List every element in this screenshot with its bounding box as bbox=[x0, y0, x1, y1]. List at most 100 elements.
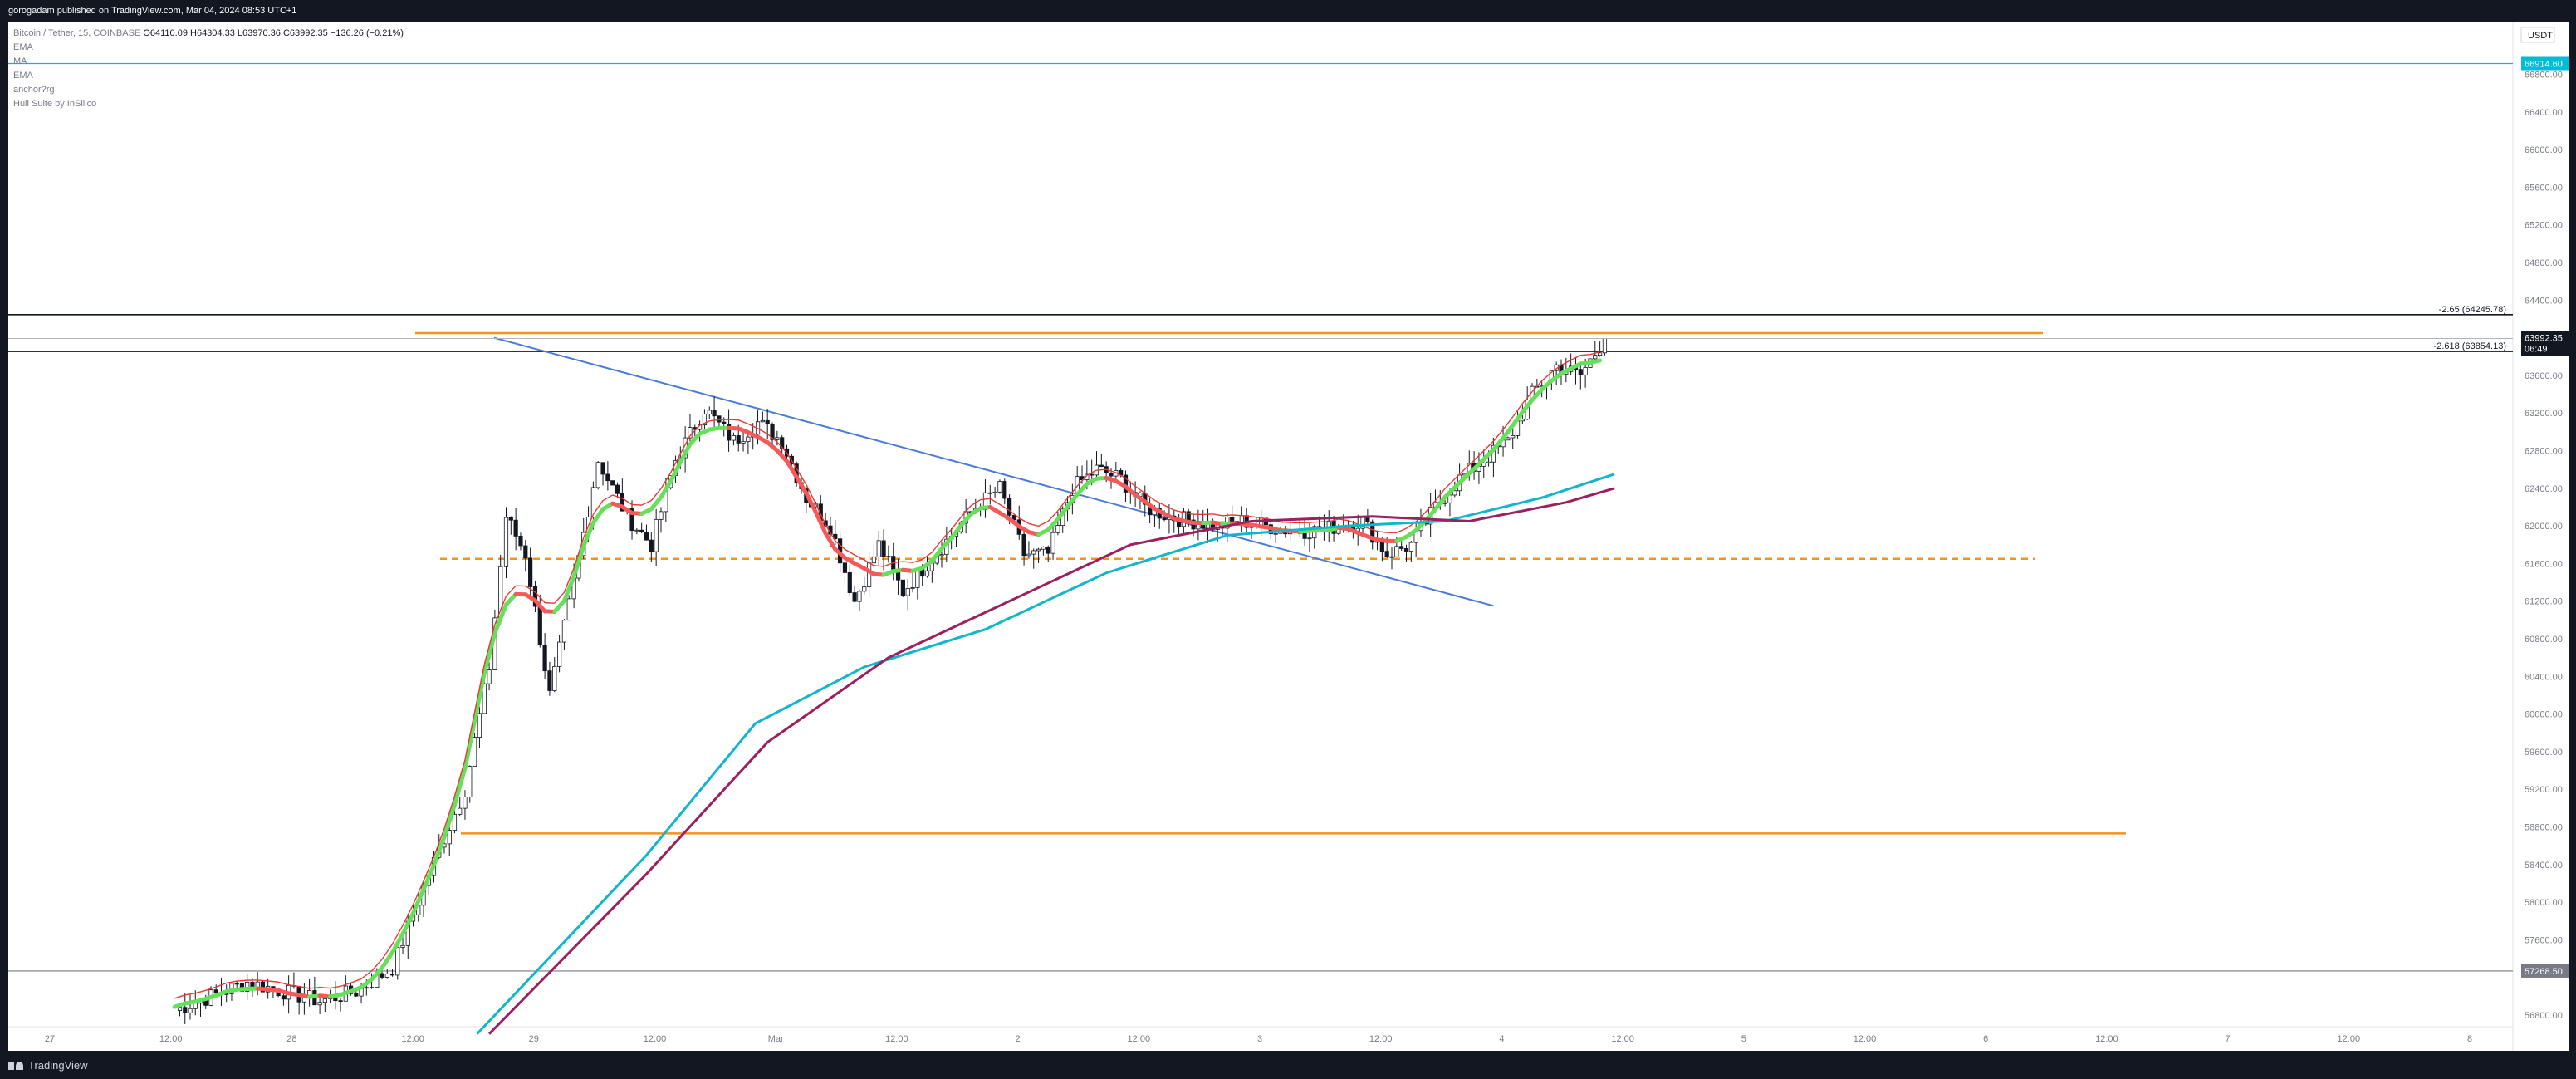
ema-fast-segment bbox=[433, 828, 445, 857]
ema-fast-segment bbox=[1154, 499, 1165, 506]
hull-suite-segment bbox=[823, 531, 838, 552]
candle-body bbox=[1026, 553, 1031, 557]
time-tick-label: 12:00 bbox=[1611, 1034, 1634, 1044]
indicator-hull-suite[interactable]: Hull Suite by InSilico bbox=[13, 99, 97, 109]
fib-level-label-mid: -2.618 (63854.13) bbox=[2434, 341, 2506, 351]
hull-suite-segment bbox=[380, 950, 395, 970]
indicator-ema-1[interactable]: EMA bbox=[13, 42, 33, 52]
candle-body bbox=[1002, 481, 1007, 499]
candle-body bbox=[649, 539, 654, 552]
ema-fast-segment bbox=[1144, 493, 1155, 501]
candle-body bbox=[1486, 461, 1491, 463]
time-tick-label: 27 bbox=[45, 1034, 55, 1044]
trend-line bbox=[493, 336, 1494, 607]
ema-fast-segment bbox=[1038, 520, 1049, 527]
price-tick-label: 66000.00 bbox=[2525, 145, 2563, 155]
ohlc-values: O64110.09 H64304.33 L63970.36 C63992.35 … bbox=[143, 28, 404, 38]
ema-fast-segment bbox=[573, 537, 585, 569]
ema-fast-segment bbox=[815, 503, 826, 526]
chart-frame[interactable]: USDT 66800.00 66400.00 66000.00 65600.00 6520… bbox=[8, 22, 2569, 1051]
candle-body bbox=[688, 427, 693, 439]
hull-suite-segment bbox=[1511, 410, 1525, 428]
price-chart[interactable]: USDT66800.0066400.0066000.0065600.006520… bbox=[8, 22, 2569, 1051]
hull-suite-segment bbox=[929, 546, 944, 563]
ema-fast-segment bbox=[1018, 517, 1030, 525]
candle-body bbox=[982, 492, 988, 511]
hull-suite-segment bbox=[794, 474, 809, 496]
hull-suite-segment bbox=[1123, 484, 1138, 498]
candle-body bbox=[477, 713, 482, 738]
ema-fast-segment bbox=[174, 994, 185, 999]
candle-body bbox=[188, 1008, 193, 1013]
hull-suite-segment bbox=[492, 602, 508, 635]
time-tick-label: 7 bbox=[2226, 1034, 2231, 1044]
indicator-anchor[interactable]: anchor?rg bbox=[13, 85, 55, 95]
footer-bar: TradingView bbox=[0, 1052, 2576, 1079]
candle-body bbox=[322, 998, 327, 1003]
candle-body bbox=[523, 545, 528, 559]
candle-body bbox=[717, 415, 722, 423]
candle-body bbox=[338, 1000, 343, 1003]
ema-fast-segment bbox=[641, 499, 652, 506]
top-level-tag bbox=[2521, 56, 2569, 71]
ema-fast-segment bbox=[381, 944, 394, 960]
ema-fast-segment bbox=[277, 981, 289, 986]
ema-fast-segment bbox=[1280, 521, 1290, 523]
candle-body bbox=[722, 421, 727, 424]
candle-body bbox=[775, 437, 780, 440]
price-tick-label: 56800.00 bbox=[2525, 1011, 2563, 1021]
chart-legend: Bitcoin / Tether, 15, COINBASE O64110.09… bbox=[13, 27, 404, 111]
ema-fast-segment bbox=[453, 759, 466, 797]
hull-suite-segment bbox=[1491, 435, 1506, 452]
symbol-label[interactable]: Bitcoin / Tether, 15, COINBASE bbox=[13, 28, 141, 38]
ema-fast-segment bbox=[854, 554, 865, 561]
candles-group bbox=[177, 338, 1608, 1024]
candle-body bbox=[780, 437, 785, 449]
candle-body bbox=[992, 491, 997, 493]
ema-fast-segment bbox=[1570, 355, 1581, 361]
candle-body bbox=[1598, 352, 1603, 356]
hull-suite-segment bbox=[1055, 504, 1070, 522]
ema-fast-segment bbox=[650, 488, 662, 501]
candle-body bbox=[1031, 550, 1036, 555]
tradingview-logo[interactable]: TradingView bbox=[8, 1059, 88, 1072]
hull-suite-segment bbox=[1075, 481, 1090, 497]
ema-fast-segment bbox=[970, 498, 982, 507]
candle-body bbox=[400, 944, 405, 948]
candle-body bbox=[659, 511, 664, 520]
ema-fast-segment bbox=[1483, 440, 1494, 452]
ema-fast-segment bbox=[226, 980, 238, 984]
price-tick-label: 64800.00 bbox=[2525, 258, 2563, 268]
indicator-ma[interactable]: MA bbox=[13, 56, 27, 66]
candle-body bbox=[833, 533, 838, 540]
price-tick-label: 58800.00 bbox=[2525, 823, 2563, 833]
time-tick-label: 12:00 bbox=[2338, 1034, 2361, 1044]
candle-body bbox=[537, 606, 542, 645]
ema-fast-segment bbox=[443, 796, 456, 829]
hull-suite-segment bbox=[581, 520, 595, 549]
ema-fast-segment bbox=[505, 585, 517, 597]
candle-body bbox=[1408, 542, 1413, 552]
hull-suite-segment bbox=[939, 536, 954, 551]
ema-fast-segment bbox=[1028, 522, 1039, 527]
ema-fast-segment bbox=[602, 494, 614, 502]
hull-suite-segment bbox=[688, 431, 703, 447]
price-tick-label: 58000.00 bbox=[2525, 898, 2563, 908]
ema-fast-segment bbox=[1425, 500, 1436, 513]
hull-suite-segment bbox=[411, 887, 426, 915]
ema-fast-segment bbox=[267, 980, 279, 983]
time-tick-label: 12:00 bbox=[1854, 1034, 1877, 1044]
ema-fast-segment bbox=[1202, 513, 1213, 516]
candle-body bbox=[452, 813, 458, 831]
price-tick-label: 61600.00 bbox=[2525, 559, 2563, 569]
candle-body bbox=[463, 797, 468, 809]
ema-fast-segment bbox=[423, 856, 435, 881]
indicator-ema-2[interactable]: EMA bbox=[13, 71, 33, 81]
hull-suite-segment bbox=[590, 507, 605, 525]
price-tick-label: 63600.00 bbox=[2525, 371, 2563, 381]
hull-suite-segment bbox=[452, 766, 468, 807]
ema-fast-segment bbox=[545, 601, 555, 604]
candle-body bbox=[731, 435, 737, 441]
candle-body bbox=[1370, 521, 1375, 543]
ema-fast-segment bbox=[689, 424, 701, 437]
